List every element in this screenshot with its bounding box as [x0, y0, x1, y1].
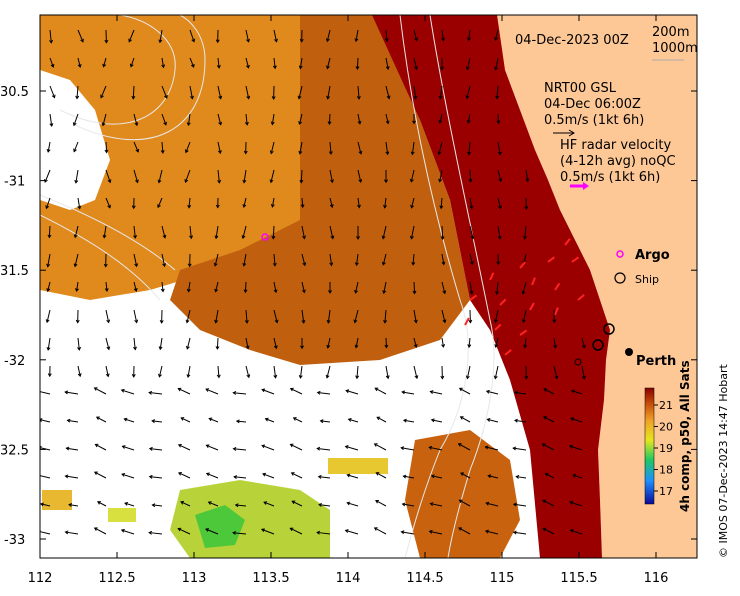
nrt-time: 04-Dec 06:00Z: [544, 97, 641, 112]
hf-scale: 0.5m/s (1kt 6h): [560, 170, 660, 185]
lat-tick-label: -33: [4, 533, 25, 548]
lat-tick-label: 31.5: [0, 264, 29, 279]
lat-tick-label: 32.5: [0, 443, 29, 458]
lon-tick-label: 112: [28, 571, 53, 586]
colorbar-tick-label: 18: [659, 464, 673, 477]
lon-tick-label: 115.5: [560, 571, 597, 586]
credit-label: © IMOS 07-Dec-2023 14:47 Hobart: [717, 363, 730, 558]
lon-tick-label: 114.5: [406, 571, 443, 586]
lat-tick-label: -32: [4, 354, 25, 369]
velocity-arrow: [414, 282, 415, 294]
argo-legend-label: Argo: [635, 248, 670, 263]
lon-tick-label: 113.5: [252, 571, 289, 586]
hf-sub: (4-12h avg) noQC: [560, 154, 676, 169]
lon-tick-label: 116: [644, 571, 669, 586]
lon-tick-label: 112.5: [98, 571, 135, 586]
colorbar-tick-label: 21: [659, 399, 673, 412]
lon-tick-label: 115: [490, 571, 515, 586]
velocity-arrow: [470, 170, 471, 182]
colorbar-tick-label: 20: [659, 421, 673, 434]
date-label: 04-Dec-2023 00Z: [515, 33, 629, 48]
sst-speck: [108, 508, 136, 522]
velocity-arrow: [442, 226, 443, 239]
lat-tick-label: 30.5: [0, 85, 29, 100]
sst-speck: [328, 458, 388, 474]
isobath-label-200: 200m: [652, 25, 689, 40]
city-label: Perth: [636, 354, 676, 369]
colorbar-tick-label: 19: [659, 442, 673, 455]
colorbar: [645, 388, 654, 504]
lon-tick-label: 113: [182, 571, 207, 586]
perth-marker[interactable]: [625, 348, 633, 356]
nrt-title: NRT00 GSL: [544, 81, 617, 96]
colorbar-title: 4h comp, p50, All Sats: [678, 360, 692, 512]
velocity-arrow: [301, 170, 302, 183]
ship-legend-label: Ship: [635, 273, 659, 286]
lat-tick-label: -31: [4, 175, 25, 190]
hf-title: HF radar velocity: [560, 138, 672, 153]
isobath-label-1000: 1000m: [652, 41, 698, 56]
sst-speck: [42, 490, 72, 510]
lon-tick-label: 114: [336, 571, 361, 586]
colorbar-tick-label: 17: [659, 485, 673, 498]
nrt-scale: 0.5m/s (1kt 6h): [544, 113, 644, 128]
